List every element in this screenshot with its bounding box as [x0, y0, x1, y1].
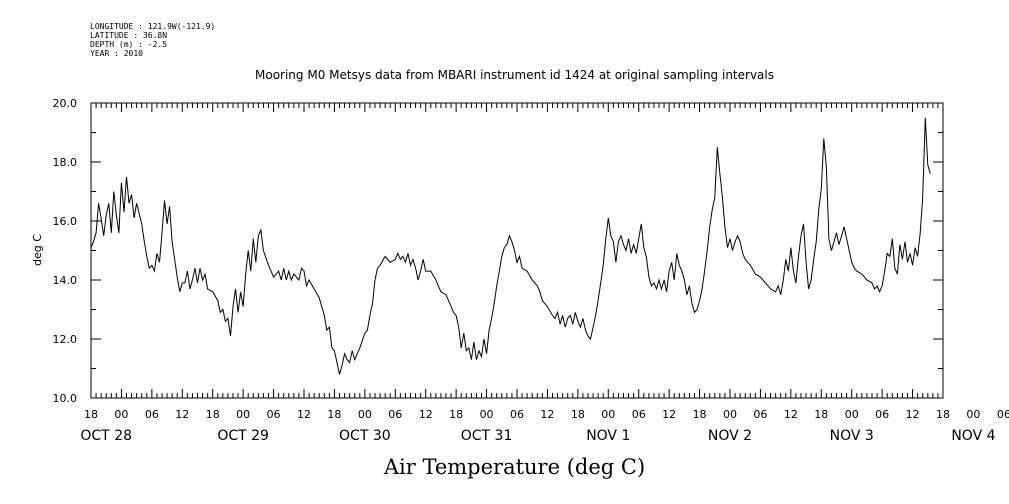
y-axis-label: deg C	[31, 234, 44, 266]
x-axis-label: Air Temperature (deg C)	[383, 455, 646, 479]
x-hour-label: 00	[236, 408, 250, 421]
x-day-label: NOV 2	[708, 428, 752, 444]
x-hour-label: 12	[175, 408, 189, 421]
x-hour-label: 18	[206, 408, 220, 421]
x-hour-label: 06	[997, 408, 1009, 421]
y-tick-label: 12.0	[53, 333, 78, 346]
x-hour-label: 18	[693, 408, 707, 421]
x-hour-label: 18	[327, 408, 341, 421]
x-hour-label: 06	[753, 408, 767, 421]
x-day-label: OCT 30	[339, 428, 391, 444]
series-line	[90, 117, 931, 375]
x-hour-label: 06	[510, 408, 524, 421]
x-hour-label: 18	[814, 408, 828, 421]
y-tick-label: 20.0	[53, 97, 78, 110]
depth-label: DEPTH (m) : -2.5	[90, 40, 168, 49]
y-tick-label: 16.0	[53, 215, 78, 228]
metadata-block: LONGITUDE : 121.9W(-121.9) LATITUDE : 36…	[90, 22, 215, 58]
x-hour-label: 12	[540, 408, 554, 421]
longitude-label: LONGITUDE : 121.9W(-121.9)	[90, 22, 216, 31]
x-hour-label: 06	[875, 408, 889, 421]
x-day-label: NOV 4	[951, 428, 995, 444]
y-tick-label: 14.0	[53, 274, 78, 287]
x-axis: 18 00 06 12 18 00 06 12 18 00 06 12 18 00 06 12 18 00 06 12…	[80, 103, 1009, 444]
x-hour-label: 06	[632, 408, 646, 421]
x-day-label: OCT 31	[461, 428, 513, 444]
x-hour-label: 12	[906, 408, 920, 421]
x-day-label: OCT 28	[80, 428, 132, 444]
x-hour-label: 18	[449, 408, 463, 421]
x-hour-label: 06	[145, 408, 159, 421]
x-hour-label: 00	[723, 408, 737, 421]
x-hour-label: 00	[845, 408, 859, 421]
x-day-label: NOV 1	[586, 428, 630, 444]
latitude-label: LATITUDE : 36.8N	[90, 31, 168, 40]
x-hour-label: 00	[480, 408, 494, 421]
x-day-label: OCT 29	[217, 428, 269, 444]
x-hour-label: 06	[388, 408, 402, 421]
y-axis: 10.0 12.0 14.0 16.0 18.0 20.0	[53, 97, 943, 405]
x-hour-label: 18	[84, 408, 98, 421]
x-hour-label: 18	[571, 408, 585, 421]
x-hour-label: 00	[114, 408, 128, 421]
x-hour-label: 00	[358, 408, 372, 421]
y-tick-label: 18.0	[53, 156, 78, 169]
x-hour-label: 12	[784, 408, 798, 421]
chart-title: Mooring M0 Metsys data from MBARI instru…	[255, 68, 774, 82]
x-hour-label: 18	[936, 408, 950, 421]
x-hour-label: 12	[662, 408, 676, 421]
x-hour-label: 00	[966, 408, 980, 421]
x-hour-label: 00	[601, 408, 615, 421]
year-label: YEAR : 2010	[90, 49, 143, 58]
x-hour-label: 12	[297, 408, 311, 421]
x-day-label: NOV 3	[830, 428, 874, 444]
x-hour-label: 06	[267, 408, 281, 421]
y-tick-label: 10.0	[53, 392, 78, 405]
x-hour-label: 12	[419, 408, 433, 421]
